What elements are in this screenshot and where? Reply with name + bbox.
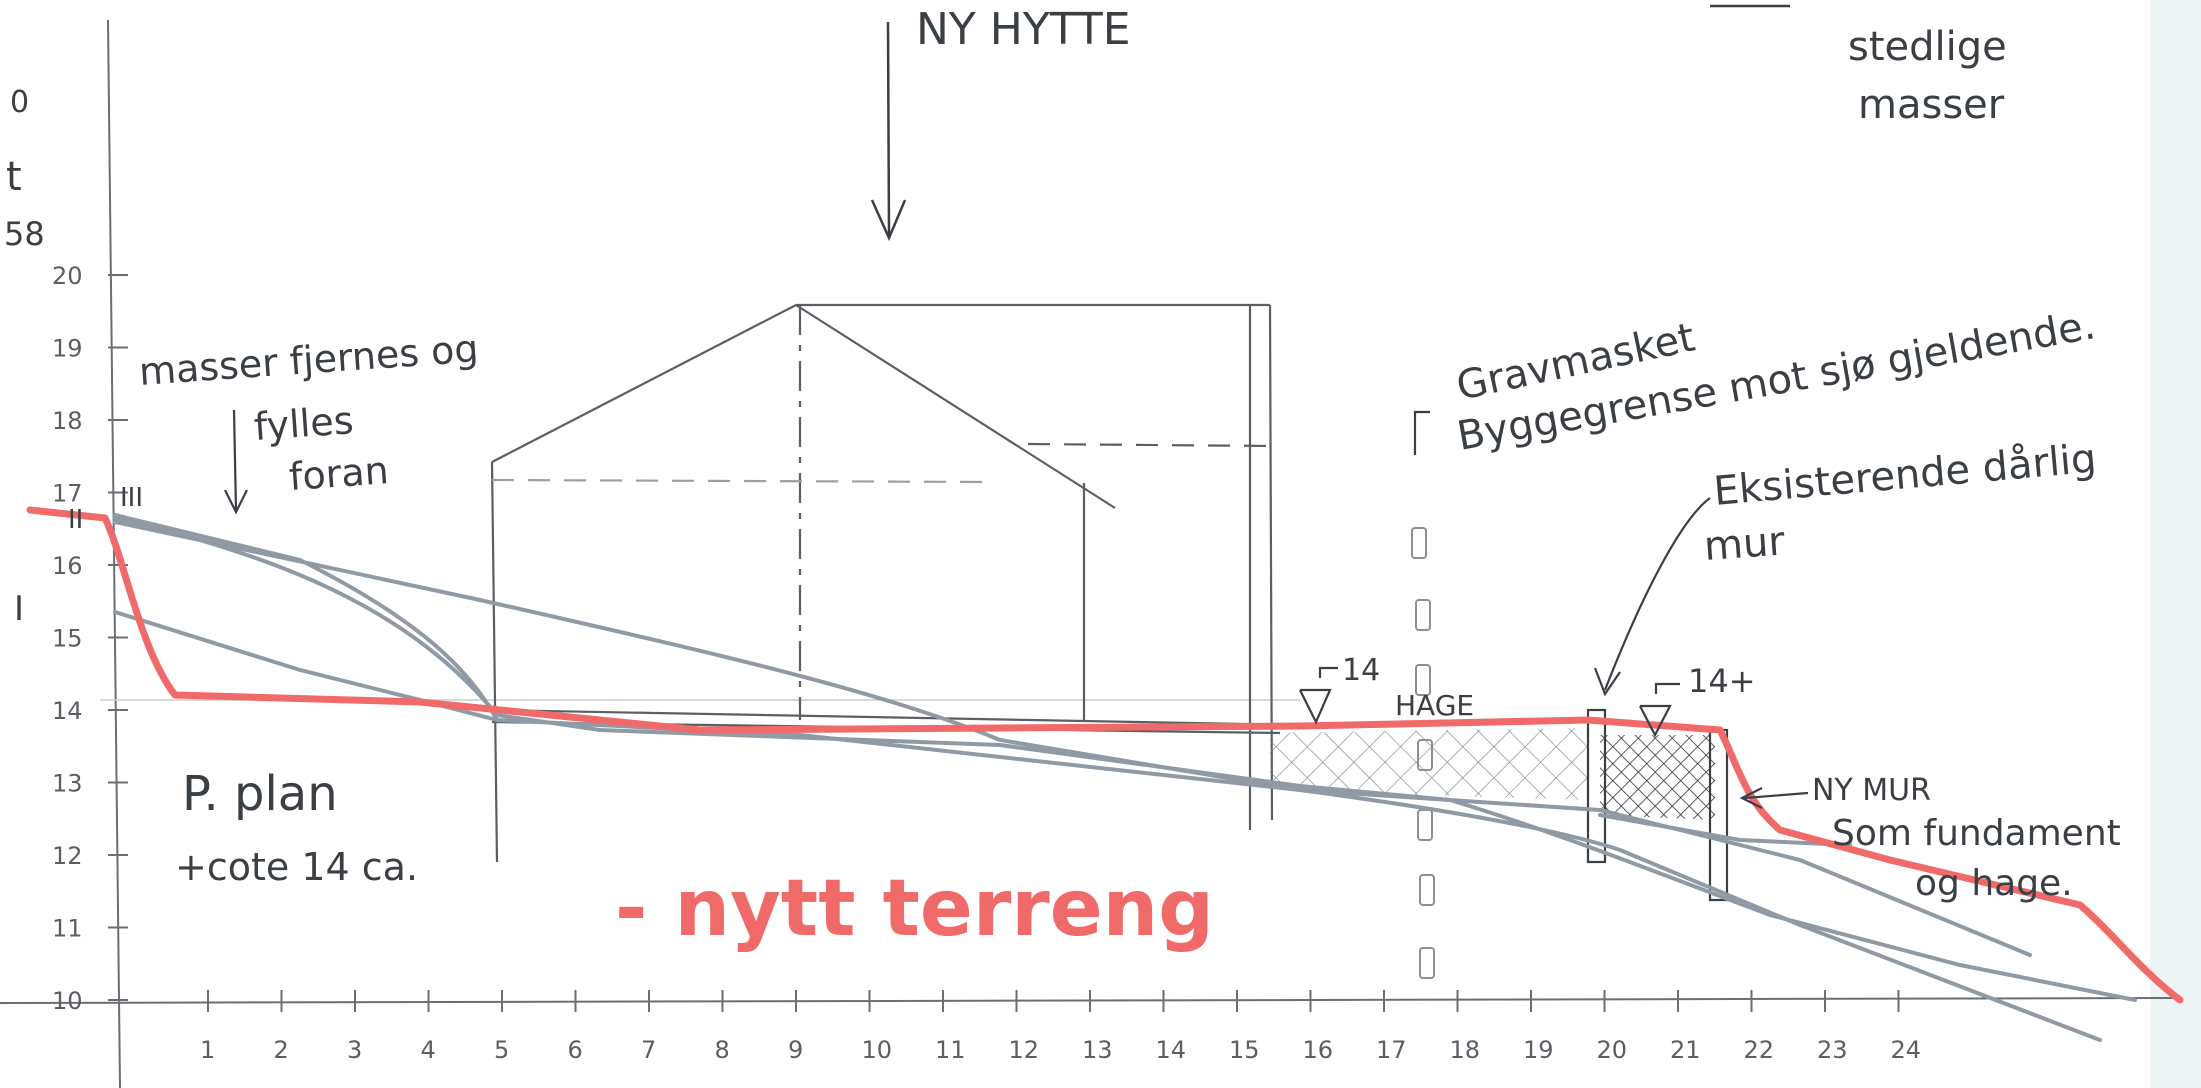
y-axis-ticks: 10 11 12 13 14 15 16 17 18 19 20 (52, 262, 128, 1015)
new-wall-fill-hatch (1600, 735, 1715, 820)
x-tick-label: 21 (1670, 1036, 1701, 1064)
existing-wall-arrow (1593, 497, 1711, 697)
house-roof-left (491, 304, 797, 463)
x-tick-label: 2 (274, 1036, 289, 1064)
profile-I (113, 516, 2137, 1002)
label-som-fundament: Som fundament (1832, 813, 2121, 854)
title-ny-hytte: NY HYTTE (916, 4, 1131, 55)
level-mark-14 (1299, 666, 1338, 725)
margin-text-58: 58 (4, 215, 45, 253)
new-terrain-line (26, 506, 2184, 1004)
floor-line (491, 708, 1301, 727)
margin-text-t: t (6, 154, 22, 200)
y-tick-label: 14 (52, 697, 83, 725)
y-tick-label: 12 (52, 842, 83, 870)
x-tick-label: 15 (1229, 1036, 1260, 1064)
x-tick-label: 19 (1523, 1036, 1554, 1064)
ny-hytte-arrow (870, 21, 907, 242)
label-mark-14plus: 14+ (1688, 662, 1756, 700)
y-tick-label: 15 (52, 625, 83, 653)
profile-lower (113, 610, 499, 722)
x-tick-label: 4 (421, 1036, 436, 1064)
x-tick-label: 20 (1597, 1036, 1628, 1064)
existing-wall (1586, 708, 1607, 864)
house-roof-right (795, 304, 1116, 509)
margin-text-0: 0 (10, 85, 29, 120)
label-ny-mur: NY MUR (1812, 773, 1931, 808)
label-mur: mur (1702, 518, 1786, 570)
y-tick-label: 18 (52, 407, 83, 435)
profile-III (113, 520, 2032, 957)
label-hage: HAGE (1395, 689, 1474, 722)
profile-short (1598, 813, 1852, 847)
y-tick-label: 10 (52, 987, 83, 1015)
x-tick-label: 22 (1744, 1036, 1775, 1064)
x-tick-label: 9 (788, 1036, 803, 1064)
arrow-shaft (886, 21, 891, 237)
label-masser: masser (1858, 82, 2005, 128)
label-cote: +cote 14 ca. (175, 845, 418, 889)
y-tick-label: 20 (52, 262, 83, 290)
x-tick-label: 17 (1376, 1036, 1407, 1064)
x-tick-label: 18 (1450, 1036, 1481, 1064)
x-tick-label: 7 (641, 1036, 656, 1064)
x-tick-label: 10 (862, 1036, 893, 1064)
x-tick-label: 11 (935, 1036, 966, 1064)
label-roman-1: I (14, 589, 24, 629)
x-tick-label: 1 (200, 1036, 215, 1064)
building-limit-marks (1411, 527, 1435, 979)
house-left-wall (490, 461, 499, 863)
label-og-hage: og hage. (1915, 863, 2073, 904)
garden-fill-hatch (1270, 728, 1588, 800)
label-roman-2: II (68, 505, 83, 535)
y-tick-label: 17 (52, 480, 83, 508)
y-tick-label: 11 (52, 915, 83, 943)
label-stedlige: stedlige (1848, 24, 2007, 70)
label-fylles: fylles (253, 398, 355, 449)
x-tick-label: 16 (1303, 1036, 1334, 1064)
label-mark-14: 14 (1342, 653, 1380, 688)
x-tick-label: 5 (494, 1036, 509, 1064)
x-tick-label: 14 (1156, 1036, 1187, 1064)
y-axis-line (107, 19, 121, 1088)
upper-dashed-line (1027, 442, 1273, 448)
byggegrense-marker (1413, 410, 1430, 455)
arrow-head (870, 199, 907, 242)
label-p-plan: P. plan (182, 766, 338, 822)
x-tick-label: 12 (1009, 1036, 1040, 1064)
scan-edge (2150, 0, 2201, 1088)
x-tick-label: 13 (1082, 1036, 1113, 1064)
y-tick-label: 19 (52, 335, 83, 363)
label-nytt-terreng: - nytt terreng (615, 864, 1214, 954)
x-tick-label: 24 (1891, 1036, 1922, 1064)
y-tick-label: 13 (52, 770, 83, 798)
existing-terrain-profiles (113, 513, 2137, 1042)
x-tick-label: 23 (1817, 1036, 1848, 1064)
level-mark-14plus (1639, 682, 1680, 738)
x-tick-label: 8 (715, 1036, 730, 1064)
ny-mur-arrow (1739, 787, 1809, 809)
fill-arrow (224, 409, 248, 515)
y-tick-label: 16 (52, 552, 83, 580)
x-tick-label: 3 (347, 1036, 362, 1064)
label-foran: foran (288, 448, 390, 499)
eave-dashed-line (491, 478, 991, 484)
x-tick-label: 6 (568, 1036, 583, 1064)
x-axis-ticks: 1 2 3 4 5 6 7 8 9 10 11 12 13 14 15 16 17 18 19 20 21 22 23 24 (200, 990, 1921, 1064)
label-roman-3: III (120, 483, 143, 513)
